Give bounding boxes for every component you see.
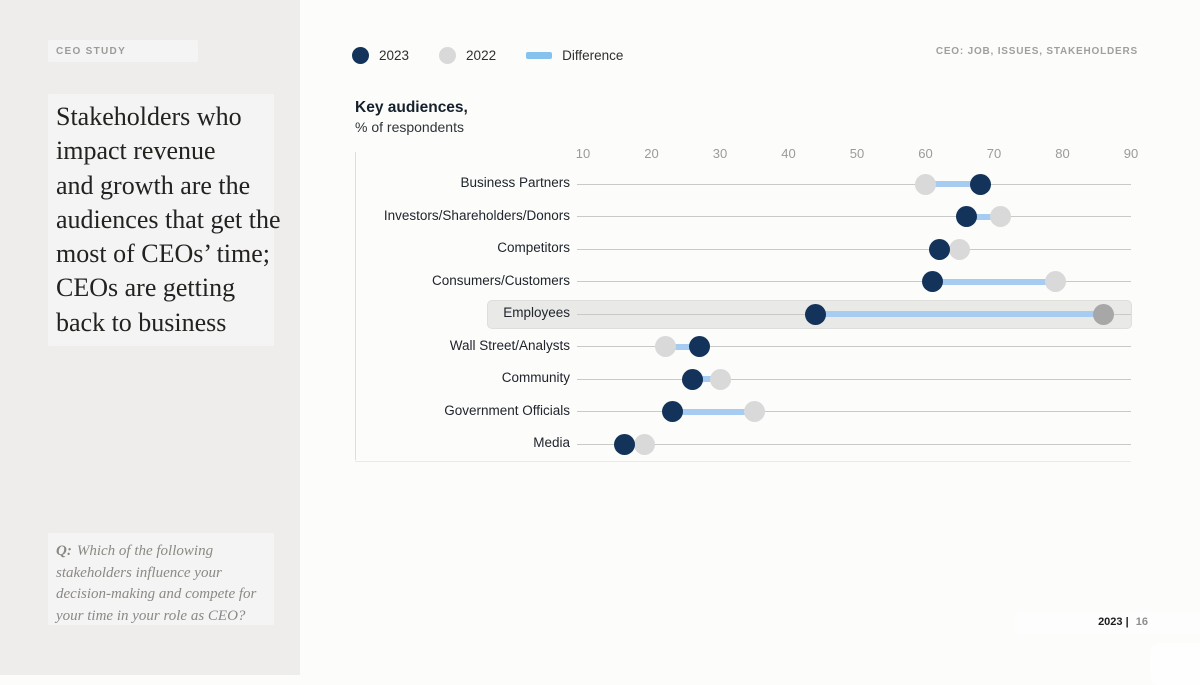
row-line	[577, 378, 1131, 380]
headline-line: and growth are the	[56, 170, 251, 200]
axis-tick-label: 50	[849, 146, 865, 161]
dot-2023	[969, 173, 991, 195]
headline-line: Stakeholders who	[56, 102, 242, 131]
row-line	[577, 248, 1131, 250]
dot-2022	[709, 368, 731, 390]
page-footer: 2023 | 16	[1098, 616, 1148, 628]
question-line: stakeholders influence your	[56, 564, 222, 581]
chart-title: Key audiences,	[355, 99, 468, 116]
footer-year: 2023	[1098, 616, 1123, 628]
axis-tick-label: 90	[1123, 146, 1139, 161]
chart-legend: 2023 2022 Difference	[352, 47, 623, 64]
legend-item: Difference	[526, 48, 623, 63]
category-label: Media	[533, 435, 570, 450]
page-number: 16	[1135, 616, 1148, 628]
difference-bar	[665, 343, 700, 350]
row-line	[577, 443, 1131, 445]
headline-line: impact revenue	[56, 136, 216, 166]
legend-label: 2022	[466, 48, 497, 63]
dot-2022	[654, 336, 676, 357]
axis-tick-label: 20	[644, 146, 659, 161]
dot-2023	[805, 303, 827, 325]
axis-tick-label: 10	[575, 146, 591, 161]
legend-item: 2022	[439, 47, 496, 64]
difference-bar	[925, 181, 981, 187]
dot-2023	[688, 336, 710, 357]
dot-2023	[613, 433, 635, 455]
dot-2023	[921, 271, 943, 292]
category-label: Consumers/Customers	[431, 272, 570, 288]
headline-line: back to business	[56, 307, 227, 337]
category-label: Investors/Shareholders/Donors	[383, 207, 570, 223]
headline-line: audiences that get the	[56, 204, 281, 234]
dot-2022	[1045, 271, 1067, 292]
axis-tick-label: 80	[1055, 146, 1070, 161]
dot-2022	[634, 433, 656, 455]
sidebar: CEO STUDY Stakeholders who impact revenue…	[0, 0, 300, 675]
study-eyebrow: CEO STUDY	[56, 46, 127, 57]
legend-label: 2023	[379, 48, 410, 63]
row-line	[577, 281, 1131, 282]
difference-bar	[815, 311, 1104, 317]
axis-tick-label: 40	[781, 146, 796, 161]
row-line	[577, 346, 1131, 347]
difference-bar	[672, 408, 755, 415]
difference-bar	[966, 213, 1001, 220]
row-line	[577, 183, 1131, 185]
axis-tick-label: 30	[712, 146, 728, 161]
category-label: Government Officials	[444, 402, 570, 418]
slide-headline: Stakeholders who impact revenue and growth…	[56, 100, 286, 340]
difference-bar	[692, 376, 720, 382]
dot-2023	[928, 238, 950, 260]
headline-line: CEOs are getting	[56, 273, 236, 303]
chart-subtitle: % of respondents	[355, 119, 464, 135]
category-label: Employees	[503, 305, 570, 320]
difference-bar	[932, 278, 1056, 285]
eyebrow-highlight-block	[48, 40, 198, 62]
dot-2023	[661, 401, 683, 422]
dumbbell-plot: 10 20 30 40 50 60 70 80 90 Business Partners Inves…	[355, 146, 1138, 465]
dot-2022	[990, 206, 1012, 227]
legend-item: 2023	[352, 47, 409, 64]
footer-separator-glyph: |	[1125, 616, 1129, 628]
footer-highlight-band	[1015, 612, 1200, 634]
question-line: decision-making and compete for	[56, 586, 257, 602]
category-label: Business Partners	[460, 175, 570, 190]
survey-question: Q: Which of the following stakeholders inf…	[56, 541, 286, 627]
dot-2022	[949, 238, 971, 260]
axis-tick-label: 70	[986, 146, 1002, 161]
dot-2023	[682, 368, 704, 390]
legend-dot-icon	[439, 47, 457, 64]
row-line	[577, 216, 1131, 217]
axis-tick-label: 60	[918, 146, 933, 161]
legend-label: Difference	[562, 48, 624, 63]
headline-highlight-block	[48, 94, 274, 346]
question-line: Q: Which of the following	[56, 543, 214, 559]
dot-2023	[956, 206, 978, 227]
question-highlight-block	[48, 533, 274, 625]
dot-2022	[743, 401, 765, 422]
question-prefix: Q:	[56, 543, 72, 559]
legend-dot-icon	[352, 47, 369, 64]
legend-bar-icon	[526, 52, 553, 59]
headline-line: most of CEOs’ time;	[56, 239, 271, 269]
corner-decoration	[1150, 643, 1200, 685]
category-label: Wall Street/Analysts	[449, 337, 570, 353]
dot-2022	[915, 173, 936, 195]
y-axis-line	[355, 152, 356, 460]
row-line	[577, 411, 1131, 412]
category-label: Community	[501, 370, 570, 385]
dot-2022	[1093, 303, 1115, 325]
plot-bottom-line	[355, 461, 1131, 462]
category-label: Competitors	[497, 240, 570, 255]
question-line: your time in your role as CEO?	[56, 607, 246, 624]
section-label: CEO: JOB, ISSUES, STAKEHOLDERS	[935, 46, 1138, 57]
